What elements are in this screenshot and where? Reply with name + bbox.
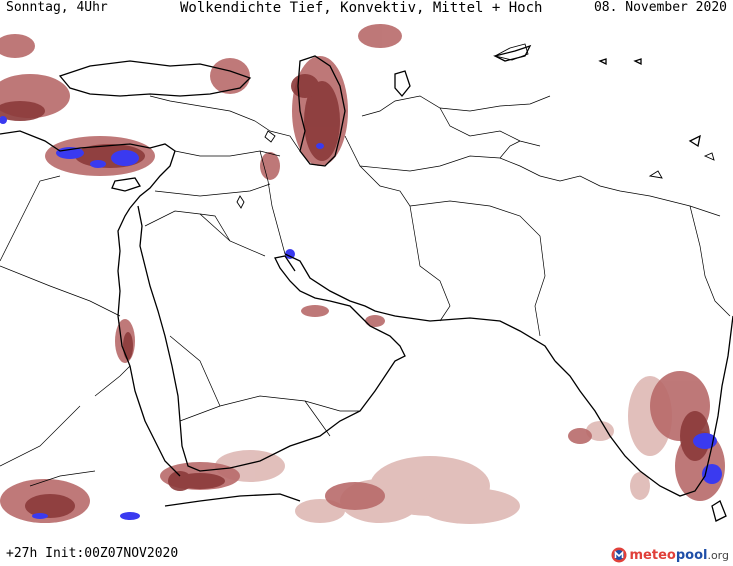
cloud-density-map [0,16,733,526]
forecast-date-label: 08. November 2020 [593,0,727,15]
small-water-bodies [236,43,715,209]
map-background [0,16,733,526]
meteopool-logo-icon [611,547,626,563]
meteopool-logo[interactable]: meteopool.org [611,545,730,565]
meteopool-logo-text: meteopool.org [629,547,730,563]
map-title: Wolkendichte Tief, Konvektiv, Mittel + H… [180,0,543,16]
country-borders [0,95,731,487]
forecast-time-label: Sonntag, 4Uhr [6,0,108,15]
coastlines [0,44,733,522]
convective-cloud-layer [0,116,722,520]
init-run-label: +27h Init:00Z07NOV2020 [6,546,179,561]
